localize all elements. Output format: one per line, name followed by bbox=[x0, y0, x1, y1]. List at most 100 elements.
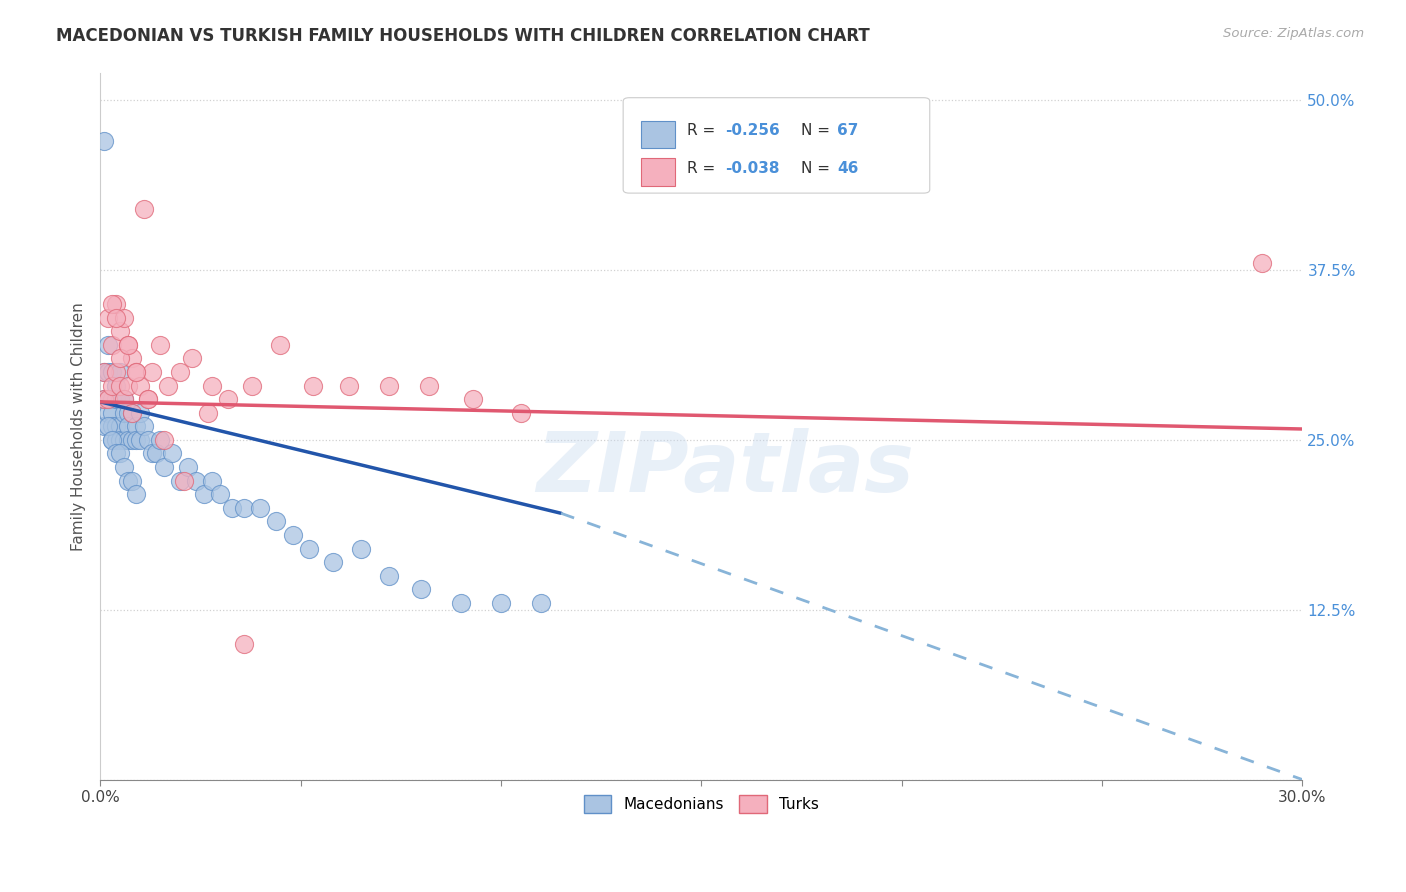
Point bbox=[186, 474, 208, 488]
Point bbox=[101, 378, 124, 392]
Text: -0.038: -0.038 bbox=[725, 161, 780, 176]
Point bbox=[1251, 256, 1274, 270]
Point bbox=[97, 392, 120, 406]
Point bbox=[129, 433, 152, 447]
Point bbox=[97, 392, 120, 406]
Point bbox=[418, 378, 440, 392]
Y-axis label: Family Households with Children: Family Households with Children bbox=[72, 301, 86, 550]
Point bbox=[108, 365, 131, 379]
Point bbox=[149, 433, 172, 447]
Text: N =: N = bbox=[801, 123, 835, 137]
Text: Source: ZipAtlas.com: Source: ZipAtlas.com bbox=[1223, 27, 1364, 40]
FancyBboxPatch shape bbox=[623, 98, 929, 193]
Point bbox=[197, 406, 219, 420]
Point bbox=[108, 419, 131, 434]
Point bbox=[105, 365, 128, 379]
FancyBboxPatch shape bbox=[641, 120, 675, 148]
Point bbox=[201, 474, 224, 488]
Point bbox=[112, 460, 135, 475]
Point bbox=[450, 596, 472, 610]
Point bbox=[125, 433, 148, 447]
Point bbox=[105, 446, 128, 460]
Point bbox=[125, 419, 148, 434]
Point bbox=[101, 365, 124, 379]
Point bbox=[117, 433, 139, 447]
Point bbox=[97, 310, 120, 325]
Text: ZIPatlas: ZIPatlas bbox=[537, 428, 914, 509]
Point bbox=[510, 406, 533, 420]
Point bbox=[101, 433, 124, 447]
Point bbox=[121, 406, 143, 420]
Point bbox=[145, 446, 167, 460]
Point bbox=[108, 446, 131, 460]
Point bbox=[201, 378, 224, 392]
Point bbox=[108, 392, 131, 406]
Point bbox=[489, 596, 512, 610]
Point bbox=[101, 419, 124, 434]
Point bbox=[97, 406, 120, 420]
Point bbox=[297, 541, 319, 556]
Point bbox=[112, 406, 135, 420]
Point bbox=[242, 378, 264, 392]
Point bbox=[117, 474, 139, 488]
Point bbox=[112, 310, 135, 325]
Point bbox=[117, 419, 139, 434]
Point bbox=[350, 541, 373, 556]
Text: 46: 46 bbox=[837, 161, 859, 176]
Point bbox=[169, 474, 191, 488]
Point bbox=[129, 378, 152, 392]
Point bbox=[101, 392, 124, 406]
Text: R =: R = bbox=[688, 123, 720, 137]
Point bbox=[101, 406, 124, 420]
Point bbox=[108, 378, 131, 392]
Point bbox=[233, 637, 256, 651]
Point bbox=[125, 365, 148, 379]
Point bbox=[169, 365, 191, 379]
Point bbox=[117, 338, 139, 352]
Point bbox=[97, 338, 120, 352]
Point bbox=[105, 392, 128, 406]
Point bbox=[105, 310, 128, 325]
Point bbox=[153, 460, 176, 475]
Point bbox=[281, 528, 304, 542]
Point bbox=[121, 433, 143, 447]
Point bbox=[136, 392, 159, 406]
Point bbox=[97, 419, 120, 434]
Point bbox=[108, 433, 131, 447]
Point bbox=[377, 568, 399, 582]
Text: MACEDONIAN VS TURKISH FAMILY HOUSEHOLDS WITH CHILDREN CORRELATION CHART: MACEDONIAN VS TURKISH FAMILY HOUSEHOLDS … bbox=[56, 27, 870, 45]
Text: R =: R = bbox=[688, 161, 720, 176]
Point bbox=[117, 338, 139, 352]
Point bbox=[112, 392, 135, 406]
Point bbox=[177, 460, 200, 475]
Point bbox=[136, 392, 159, 406]
Point bbox=[93, 134, 115, 148]
Point bbox=[301, 378, 323, 392]
Point bbox=[112, 433, 135, 447]
Point bbox=[173, 474, 195, 488]
Point bbox=[121, 406, 143, 420]
Point bbox=[134, 419, 156, 434]
Point bbox=[125, 487, 148, 501]
Point bbox=[269, 338, 291, 352]
Point bbox=[141, 446, 163, 460]
Point bbox=[157, 378, 180, 392]
Point bbox=[217, 392, 239, 406]
Point bbox=[101, 297, 124, 311]
Point bbox=[193, 487, 215, 501]
Point bbox=[105, 433, 128, 447]
Point bbox=[233, 500, 256, 515]
Point bbox=[93, 365, 115, 379]
Point bbox=[149, 338, 172, 352]
Text: -0.256: -0.256 bbox=[725, 123, 780, 137]
Text: 67: 67 bbox=[837, 123, 859, 137]
Point bbox=[125, 365, 148, 379]
Point bbox=[108, 324, 131, 338]
Point bbox=[93, 365, 115, 379]
Point bbox=[530, 596, 553, 610]
Point bbox=[101, 433, 124, 447]
Point bbox=[153, 433, 176, 447]
Point bbox=[337, 378, 360, 392]
Point bbox=[105, 419, 128, 434]
Point bbox=[136, 433, 159, 447]
